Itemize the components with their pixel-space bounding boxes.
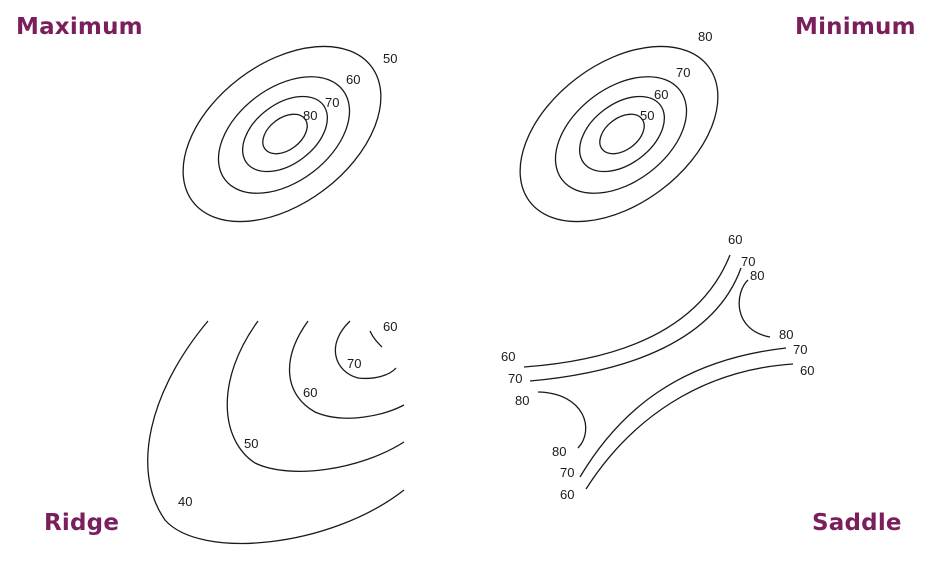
label-60-top: 60 <box>728 232 742 247</box>
contour-60-outer <box>288 320 405 419</box>
contour-60-right <box>585 363 794 490</box>
label-70: 70 <box>325 95 339 110</box>
contour-60 <box>217 76 351 194</box>
contour-80-bottom <box>537 391 587 449</box>
contour-80-top <box>738 279 771 338</box>
ridge-contours: 60 70 60 50 40 <box>147 319 405 545</box>
contour-50 <box>599 113 645 155</box>
label-40: 40 <box>178 494 192 509</box>
label-70-left: 70 <box>508 371 522 386</box>
contour-60-inner <box>369 330 383 348</box>
label-70: 70 <box>676 65 690 80</box>
label-80-bottom: 80 <box>552 444 566 459</box>
label-60-inner: 60 <box>383 319 397 334</box>
contour-80 <box>519 45 719 223</box>
contour-50 <box>182 45 382 223</box>
label-70-right: 70 <box>793 342 807 357</box>
label-80: 80 <box>698 29 712 44</box>
contour-50 <box>226 320 405 472</box>
label-60-bottom: 60 <box>560 487 574 502</box>
label-80-right: 80 <box>779 327 793 342</box>
contour-80 <box>262 113 308 155</box>
contour-40 <box>147 320 405 545</box>
contour-70 <box>334 320 397 380</box>
contour-70 <box>554 76 688 194</box>
label-80-top: 80 <box>750 268 764 283</box>
contour-70 <box>241 95 329 173</box>
label-60-left: 60 <box>501 349 515 364</box>
saddle-title: Saddle <box>812 510 902 536</box>
contour-60 <box>578 95 666 173</box>
label-80: 80 <box>303 108 317 123</box>
ridge-title: Ridge <box>44 510 120 536</box>
minimum-contours: 80 70 60 50 <box>519 29 719 223</box>
label-70-bottom: 70 <box>560 465 574 480</box>
label-60: 60 <box>346 72 360 87</box>
label-80-left: 80 <box>515 393 529 408</box>
label-60-outer: 60 <box>303 385 317 400</box>
label-60: 60 <box>654 87 668 102</box>
saddle-contours: 60 70 80 80 70 60 60 70 80 80 70 60 <box>501 232 814 502</box>
minimum-title: Minimum <box>795 14 916 40</box>
maximum-contours: 50 60 70 80 <box>182 45 397 223</box>
label-70-top: 70 <box>741 254 755 269</box>
label-50: 50 <box>383 51 397 66</box>
label-50: 50 <box>244 436 258 451</box>
maximum-title: Maximum <box>16 14 143 40</box>
contour-70-left <box>529 267 742 382</box>
contour-60-left <box>523 254 731 368</box>
contour-70-right <box>579 347 787 478</box>
label-50: 50 <box>640 108 654 123</box>
label-70: 70 <box>347 356 361 371</box>
label-60-right: 60 <box>800 363 814 378</box>
